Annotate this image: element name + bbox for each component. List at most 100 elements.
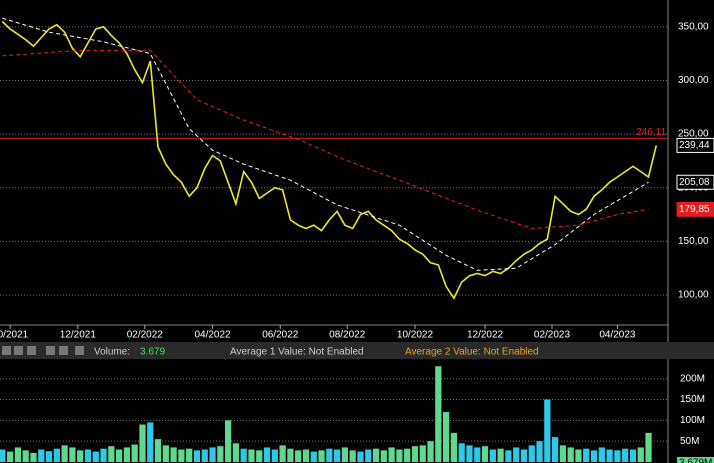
volume-bar	[536, 441, 543, 462]
volume-bar	[622, 448, 629, 462]
volume-bar	[349, 450, 356, 462]
volume-bar	[256, 450, 263, 462]
volume-bar	[404, 448, 411, 462]
value-badge-label: 205,08	[679, 177, 710, 188]
y-tick-label: 200M	[680, 373, 705, 384]
volume-bar	[0, 449, 6, 462]
volume-bar	[186, 448, 193, 462]
volume-bar	[217, 446, 224, 462]
volume-bar	[645, 432, 652, 462]
value-badge	[676, 201, 714, 217]
volume-bar	[474, 447, 481, 462]
x-tick-label: 02/2022	[127, 330, 164, 341]
volume-bar	[147, 422, 154, 462]
volume-bar	[559, 445, 567, 462]
volume-bar	[14, 447, 22, 462]
x-tick-label: 10/2022	[397, 330, 434, 341]
volume-bar	[372, 448, 380, 462]
y-tick-label: 350,00	[678, 21, 709, 32]
volume-bar	[481, 446, 489, 462]
button[interactable]	[27, 346, 36, 355]
volume-bar	[240, 448, 247, 462]
volume-bar	[38, 449, 45, 462]
y-tick-label: 100,00	[678, 290, 709, 301]
volume-bar	[271, 449, 278, 462]
y-tick-label: 50M	[680, 436, 699, 447]
x-tick-label: 02/2023	[534, 330, 571, 341]
volume-bar	[30, 452, 37, 462]
y-tick-label: 150M	[680, 394, 705, 405]
button[interactable]	[46, 346, 55, 355]
volume-bar	[458, 443, 465, 462]
volume-bar	[614, 450, 621, 462]
volume-bar	[287, 448, 294, 462]
volume-bar	[154, 439, 162, 462]
volume-bar	[396, 449, 403, 462]
toolbar-buttons	[2, 346, 84, 355]
x-tick-label: 04/2023	[599, 330, 636, 341]
button[interactable]	[14, 346, 23, 355]
volume-bar	[162, 445, 169, 462]
button[interactable]	[59, 346, 68, 355]
value-badge	[676, 137, 714, 153]
volume-bar	[279, 445, 286, 462]
x-tick-label: 12/2022	[467, 330, 504, 341]
volume-bar	[77, 450, 84, 462]
volume-bar	[419, 445, 426, 462]
volume-bar	[544, 399, 551, 462]
volume-bar	[318, 450, 325, 462]
average-1: Average 1 Value: Not Enabled	[230, 347, 364, 358]
average-2: Average 2 Value: Not Enabled	[405, 347, 539, 358]
volume-bar	[263, 447, 271, 462]
volume-bar	[201, 449, 208, 462]
volume-bar	[629, 449, 637, 462]
y-tick-label: 100M	[680, 415, 705, 426]
volume-bar	[551, 437, 559, 462]
volume-bar	[411, 446, 419, 462]
volume-bar	[295, 450, 302, 462]
button[interactable]	[75, 346, 84, 355]
value-badge-label: 3,679M	[679, 458, 712, 463]
price-line	[1, 20, 658, 300]
volume-bar	[69, 447, 76, 462]
volume-bar	[232, 443, 240, 462]
volume-bar	[100, 448, 107, 462]
volume-bar	[334, 449, 341, 462]
button[interactable]	[2, 346, 11, 355]
y-tick-label: 300,00	[678, 75, 709, 86]
volume-bar	[590, 450, 598, 462]
x-tick-label: 12/2021	[60, 330, 97, 341]
volume-bar	[466, 445, 473, 462]
moving-average	[2, 17, 649, 271]
volume-bar	[302, 449, 310, 462]
volume-bar	[637, 447, 644, 462]
volume-bar	[225, 420, 232, 462]
volume-bar	[123, 447, 131, 462]
volume-bar	[575, 449, 582, 462]
x-tick-label: 06/2022	[262, 330, 299, 341]
moving-average	[2, 49, 649, 230]
volume-bar	[442, 412, 450, 462]
volume-bar	[598, 447, 605, 462]
volume-bar	[380, 450, 387, 462]
volume-bar	[435, 366, 442, 462]
volume-bar	[61, 445, 68, 462]
volume-bar	[567, 447, 574, 462]
volume-bar	[131, 444, 138, 462]
volume-bar	[248, 449, 255, 462]
volume-bar	[326, 448, 333, 462]
volume-bar	[22, 450, 29, 462]
value-badge-label: 239,44	[679, 140, 710, 151]
volume-bar	[53, 448, 60, 462]
volume-label: Volume:	[94, 347, 130, 358]
volume-bar	[388, 447, 395, 462]
volume-bar	[7, 451, 14, 462]
volume-bar	[310, 451, 317, 462]
volume-bar	[528, 445, 535, 462]
volume-bar	[505, 450, 512, 462]
volume-bar	[116, 449, 123, 462]
volume-bar	[170, 447, 177, 462]
volume-bar	[92, 451, 99, 462]
